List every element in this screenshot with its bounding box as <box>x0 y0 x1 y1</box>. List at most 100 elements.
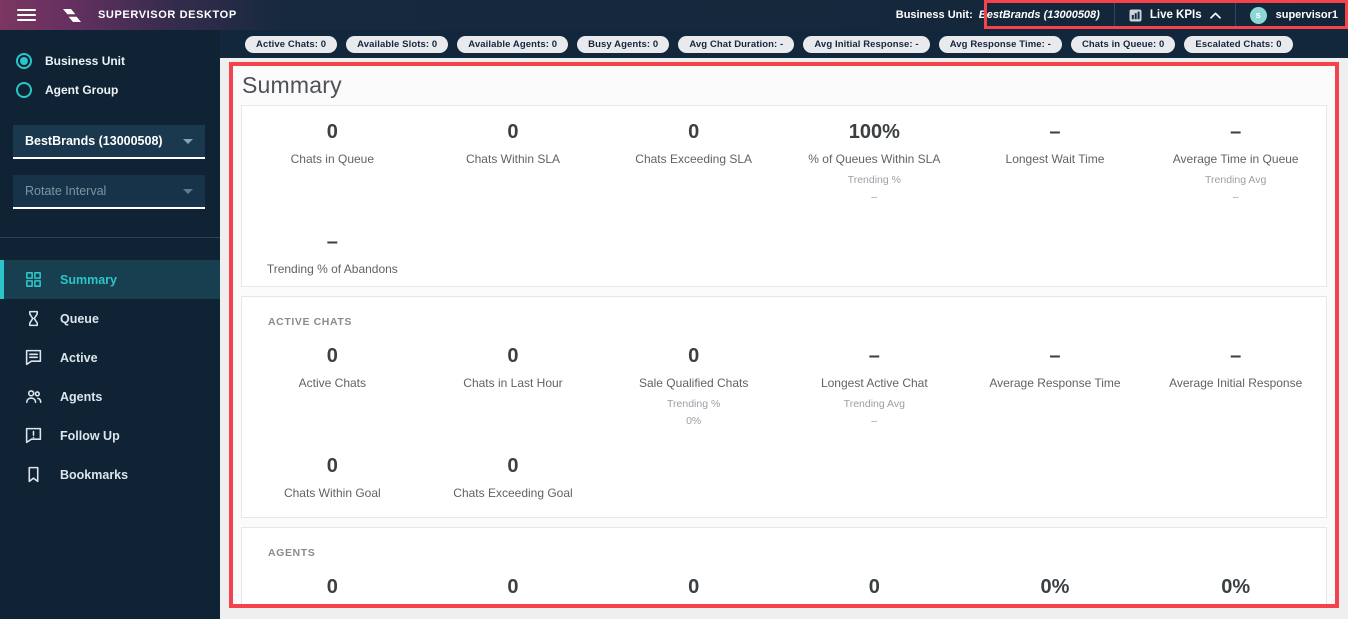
stat-label: % of Queues Within SLA <box>808 152 941 166</box>
business-unit-select[interactable]: BestBrands (13000508) <box>13 125 205 159</box>
page-title: Summary <box>242 72 342 98</box>
stat-longest-active-chat: – Longest Active Chat Trending Avg – <box>784 343 965 427</box>
stat-value: 0 <box>507 345 519 367</box>
kpi-chip-busy-agents: Busy Agents: 0 <box>577 35 670 53</box>
stat-sale-qualified-chats: 0 Sale Qualified Chats Trending % 0% <box>603 343 784 427</box>
stat-chat-utilization: 0%Chat Utilization <box>1145 574 1326 604</box>
sidebar-item-agents[interactable]: Agents <box>0 377 220 416</box>
chevron-down-icon <box>183 188 193 194</box>
stat-of-queues-within-sla: 100% % of Queues Within SLA Trending % – <box>784 119 965 203</box>
sidebar-menu: Summary Queue Active Agents Follow Up <box>0 260 220 494</box>
sidebar-item-label: Bookmarks <box>60 467 129 482</box>
stat-average-response-time: – Average Response Time <box>965 343 1146 427</box>
sidebar-item-follow-up[interactable]: Follow Up <box>0 416 220 455</box>
stat-label: Average Initial Response <box>1169 376 1303 390</box>
radio-label: Agent Group <box>45 83 119 97</box>
stat-value: 0 <box>688 345 700 367</box>
header-separator <box>1234 1 1236 29</box>
stat-chats-exceeding-sla: 0 Chats Exceeding SLA <box>603 119 784 203</box>
live-kpis-label: Live KPIs <box>1149 9 1202 21</box>
kpi-chip-avg-initial-response: Avg Initial Response: - <box>803 35 930 53</box>
stat-value: 0 <box>507 121 519 143</box>
header-right-group: Business Unit: BestBrands (13000508) Liv… <box>896 0 1348 30</box>
stat-value: 0 <box>326 345 338 367</box>
live-kpis-button[interactable]: Live KPIs <box>1129 9 1221 22</box>
stat-average-initial-response: – Average Initial Response <box>1145 343 1326 427</box>
bookmark-icon <box>24 465 43 484</box>
sidebar-item-bookmarks[interactable]: Bookmarks <box>0 455 220 494</box>
section-header: ACTIVE CHATS <box>268 316 353 328</box>
stat-label: Chats Within Goal <box>283 486 381 500</box>
kpi-chip-chats-in-queue: Chats in Queue: 0 <box>1070 35 1176 53</box>
stat-label: Average Time in Queue <box>1172 152 1299 166</box>
chevron-down-icon <box>183 138 193 144</box>
stat-trending-of-abandons: – Trending % of Abandons <box>242 229 423 276</box>
stat-chats-in-last-hour: 0 Chats in Last Hour <box>423 343 604 427</box>
app-header: SUPERVISOR DESKTOP Business Unit: BestBr… <box>0 0 1348 30</box>
radio-business-unit[interactable]: Business Unit <box>16 52 220 70</box>
agents-icon <box>24 387 43 406</box>
kpi-chip-avg-response-time: Avg Response Time: - <box>938 35 1062 53</box>
stat-value: – <box>326 231 338 253</box>
sidebar-item-active[interactable]: Active <box>0 338 220 377</box>
kpi-chip-avg-chat-duration: Avg Chat Duration: - <box>678 35 795 53</box>
app-title: SUPERVISOR DESKTOP <box>98 9 237 21</box>
summary-page: Summary 0 Chats in Queue 0 Chats Within SLA… <box>233 66 1335 604</box>
stat-value: – <box>1230 345 1242 367</box>
stat-value: 0 <box>868 576 880 598</box>
stat-label: Chats Within SLA <box>465 152 561 166</box>
stat-sub-label: Trending % <box>847 174 901 186</box>
stat-sub-label: Trending % <box>667 398 721 410</box>
stat-value: 0 <box>688 576 700 598</box>
stat-label: Chats Exceeding SLA <box>635 152 753 166</box>
stat-grid: 0 Active Chats 0 Chats in Last Hour 0 Sale Qu… <box>242 343 1326 500</box>
stat-value: – <box>1049 345 1061 367</box>
user-menu[interactable]: s supervisor1 <box>1249 6 1338 24</box>
stat-grid: 0 Chats in Queue 0 Chats Within SLA 0 Chats E… <box>242 119 1326 276</box>
kpi-chip-active-chats: Active Chats: 0 <box>245 35 338 53</box>
radio-agent-group[interactable]: Agent Group <box>16 81 220 99</box>
kpi-chip-available-slots: Available Slots: 0 <box>346 35 449 53</box>
stat-value: 0% <box>1221 576 1251 598</box>
sidebar-item-queue[interactable]: Queue <box>0 299 220 338</box>
stat-value: 0 <box>326 121 338 143</box>
business-unit-label: Business Unit: <box>895 9 973 21</box>
stat-label: Chats in Last Hour <box>463 376 563 390</box>
stat-sub-value: – <box>1232 191 1239 203</box>
stat-longest-wait-time: – Longest Wait Time <box>965 119 1146 203</box>
kpi-chip-escalated-chats: Escalated Chats: 0 <box>1184 35 1293 53</box>
stat-sub-value: – <box>871 415 878 427</box>
stat-label: Average Response Time <box>989 376 1121 390</box>
stat-value: 0 <box>688 121 700 143</box>
stat-chats-within-goal: 0 Chats Within Goal <box>242 453 423 500</box>
chevron-up-icon <box>1209 12 1221 19</box>
hamburger-menu-icon[interactable] <box>17 6 36 24</box>
stat-agents-on-busy: 0Agents on Busy <box>784 574 965 604</box>
summary-section-card-active-chats: ACTIVE CHATS 0 Active Chats 0 Chats in Last … <box>241 296 1327 518</box>
stat-sub-label: Trending Avg <box>843 398 905 410</box>
stat-value: 0 <box>326 576 338 598</box>
stat-value: 100% <box>848 121 900 143</box>
sidebar-item-label: Summary <box>60 272 117 287</box>
app-logo-icon <box>60 8 84 23</box>
hourglass-icon <box>24 309 43 328</box>
grid-icon <box>24 270 43 289</box>
stat-chats-in-queue: 0 Chats in Queue <box>242 119 423 203</box>
stat-sub-value: 0% <box>686 415 702 427</box>
stat-chats-within-sla: 0 Chats Within SLA <box>423 119 604 203</box>
sidebar-item-label: Agents <box>60 389 103 404</box>
stat-value: 0 <box>326 455 338 477</box>
rotate-interval-select[interactable]: Rotate Interval <box>13 175 205 209</box>
stat-chats-exceeding-goal: 0 Chats Exceeding Goal <box>423 453 604 500</box>
stat-label: Longest Wait Time <box>1005 152 1105 166</box>
rotate-interval-placeholder: Rotate Interval <box>25 184 107 198</box>
sidebar-item-label: Active <box>60 350 98 365</box>
radio-icon <box>16 53 32 69</box>
kpi-chip-available-agents: Available Agents: 0 <box>457 35 569 53</box>
sidebar-item-summary[interactable]: Summary <box>0 260 220 299</box>
stat-average-time-in-queue: – Average Time in Queue Trending Avg – <box>1145 119 1326 203</box>
